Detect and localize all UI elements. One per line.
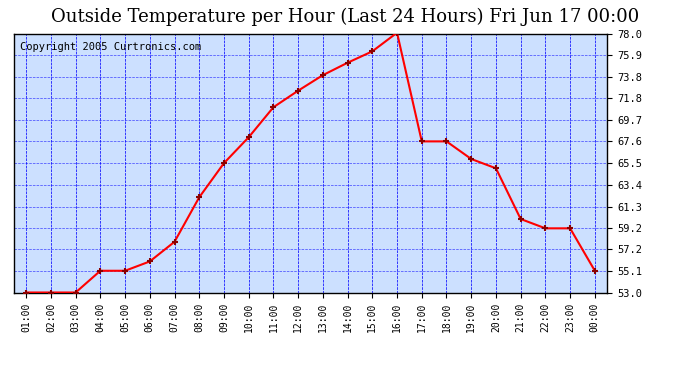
Text: Outside Temperature per Hour (Last 24 Hours) Fri Jun 17 00:00: Outside Temperature per Hour (Last 24 Ho…: [51, 8, 639, 26]
Text: Copyright 2005 Curtronics.com: Copyright 2005 Curtronics.com: [20, 42, 201, 51]
